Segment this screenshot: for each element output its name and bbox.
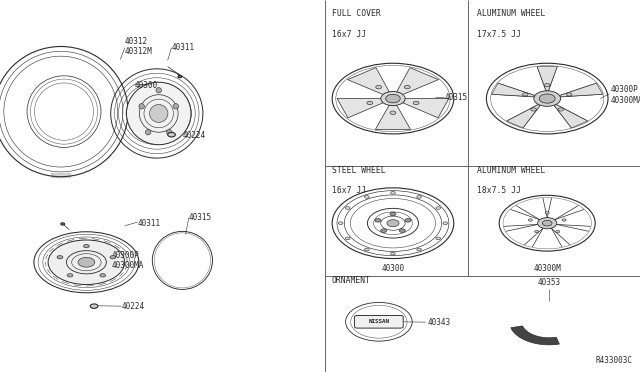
Circle shape <box>390 212 396 216</box>
Circle shape <box>365 196 369 198</box>
Circle shape <box>436 237 440 240</box>
Ellipse shape <box>127 82 191 145</box>
Ellipse shape <box>166 129 172 135</box>
Circle shape <box>387 219 399 227</box>
Circle shape <box>413 101 419 105</box>
Ellipse shape <box>61 223 65 225</box>
Circle shape <box>57 256 63 259</box>
Polygon shape <box>337 98 383 118</box>
Circle shape <box>100 274 106 277</box>
Circle shape <box>443 222 447 225</box>
Circle shape <box>376 86 381 89</box>
Text: ALUMINUM WHEEL: ALUMINUM WHEEL <box>477 9 545 18</box>
Text: 40312
40312M: 40312 40312M <box>125 37 152 56</box>
Ellipse shape <box>150 105 168 122</box>
FancyBboxPatch shape <box>355 315 403 328</box>
Circle shape <box>405 219 411 222</box>
Text: R433003C: R433003C <box>595 356 632 365</box>
Ellipse shape <box>168 132 175 137</box>
Circle shape <box>528 219 532 221</box>
Circle shape <box>556 230 559 233</box>
Polygon shape <box>537 67 557 91</box>
Circle shape <box>534 91 561 106</box>
Polygon shape <box>397 68 438 94</box>
Polygon shape <box>348 68 389 94</box>
Text: 40343: 40343 <box>428 318 451 327</box>
Circle shape <box>90 304 98 308</box>
Ellipse shape <box>173 104 179 109</box>
Circle shape <box>339 222 343 225</box>
Text: NISSAN: NISSAN <box>369 319 389 324</box>
Text: 40300: 40300 <box>134 81 157 90</box>
Polygon shape <box>492 83 535 97</box>
Ellipse shape <box>156 87 161 93</box>
Polygon shape <box>376 105 410 129</box>
Circle shape <box>381 92 405 106</box>
Ellipse shape <box>178 76 182 78</box>
Text: 16x7 JJ: 16x7 JJ <box>332 186 365 195</box>
Circle shape <box>417 248 421 251</box>
Circle shape <box>436 207 440 209</box>
Circle shape <box>365 248 369 251</box>
Circle shape <box>545 84 550 87</box>
Circle shape <box>375 219 381 222</box>
Circle shape <box>538 218 557 229</box>
Circle shape <box>545 212 549 214</box>
Text: ALUMINUM WHEEL: ALUMINUM WHEEL <box>477 166 545 174</box>
Circle shape <box>381 229 387 232</box>
Text: 18x7.5 JJ: 18x7.5 JJ <box>477 186 521 195</box>
Polygon shape <box>554 105 588 128</box>
Text: 40224: 40224 <box>182 131 205 140</box>
Text: 40300: 40300 <box>381 264 404 273</box>
Text: 40311: 40311 <box>172 43 195 52</box>
Text: 40311: 40311 <box>138 219 161 228</box>
Text: 40300M: 40300M <box>533 264 561 273</box>
Circle shape <box>566 93 572 96</box>
Circle shape <box>531 108 536 111</box>
Circle shape <box>48 240 125 285</box>
Circle shape <box>390 252 396 255</box>
Circle shape <box>346 207 350 209</box>
Circle shape <box>562 219 566 221</box>
Circle shape <box>67 274 73 277</box>
Circle shape <box>346 237 350 240</box>
Text: 40300P
40300MA: 40300P 40300MA <box>611 85 640 105</box>
Circle shape <box>390 192 396 194</box>
Polygon shape <box>559 83 603 97</box>
Text: FULL COVER: FULL COVER <box>332 9 380 18</box>
Text: 40315: 40315 <box>444 93 467 102</box>
Text: 17x7.5 JJ: 17x7.5 JJ <box>477 30 521 39</box>
Circle shape <box>110 256 116 259</box>
Ellipse shape <box>145 129 151 135</box>
Circle shape <box>558 108 563 111</box>
Ellipse shape <box>139 104 145 109</box>
Circle shape <box>417 196 421 198</box>
Circle shape <box>404 86 410 89</box>
Circle shape <box>367 101 372 105</box>
Circle shape <box>535 230 539 233</box>
Polygon shape <box>403 98 449 118</box>
Text: 40300P
40300MA: 40300P 40300MA <box>112 251 145 270</box>
Text: 40315: 40315 <box>189 213 212 222</box>
Circle shape <box>386 94 400 103</box>
Circle shape <box>390 111 396 115</box>
Circle shape <box>540 94 555 103</box>
Circle shape <box>522 93 528 96</box>
Polygon shape <box>511 326 559 345</box>
Circle shape <box>78 257 95 267</box>
Text: STEEL WHEEL: STEEL WHEEL <box>332 166 385 174</box>
Polygon shape <box>507 105 540 128</box>
Text: 40353: 40353 <box>538 278 561 287</box>
Circle shape <box>543 220 552 226</box>
Circle shape <box>399 229 405 232</box>
Circle shape <box>83 244 90 248</box>
Text: 40224: 40224 <box>122 302 145 311</box>
Text: ORNAMENT: ORNAMENT <box>332 276 371 285</box>
Text: 16x7 JJ: 16x7 JJ <box>332 30 365 39</box>
